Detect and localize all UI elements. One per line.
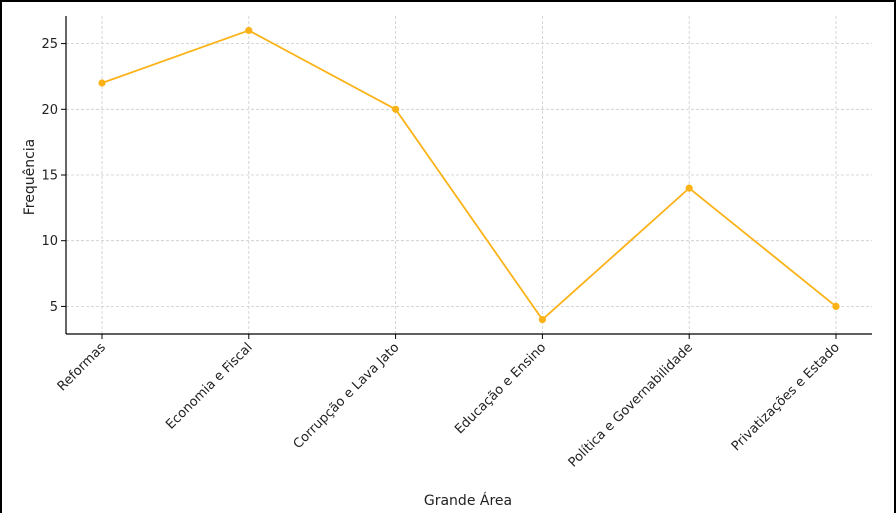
- x-tick-label: Privatizações e Estado: [729, 340, 843, 454]
- data-point: [538, 315, 547, 324]
- x-tick-label: Corrupção e Lava Jato: [291, 340, 403, 452]
- y-tick-label: 10: [41, 234, 58, 249]
- series-line: [101, 29, 837, 321]
- x-tick-label: Política e Governabilidade: [566, 340, 696, 470]
- y-tick-label: 20: [41, 103, 58, 118]
- y-tick-label: 5: [50, 300, 58, 315]
- y-tick-label: 15: [41, 169, 58, 184]
- grid-layer: [66, 16, 872, 334]
- x-tick-label: Educação e Ensino: [452, 340, 549, 437]
- y-ticks: 5 10 15 20 25: [41, 37, 66, 315]
- series-layer: [98, 26, 840, 324]
- x-tick-label: Reformas: [55, 340, 109, 394]
- data-point: [392, 105, 400, 113]
- x-ticks: Reformas Economia e Fiscal Corrupção e Lav…: [55, 334, 843, 471]
- x-tick-label: Economia e Fiscal: [163, 340, 255, 432]
- data-point: [685, 184, 693, 192]
- x-axis-title: Grande Área: [424, 492, 512, 509]
- data-point: [245, 26, 253, 35]
- data-point: [98, 79, 106, 87]
- y-axis-title: Frequência: [22, 139, 38, 216]
- y-tick-label: 25: [41, 37, 58, 52]
- data-point: [832, 302, 840, 311]
